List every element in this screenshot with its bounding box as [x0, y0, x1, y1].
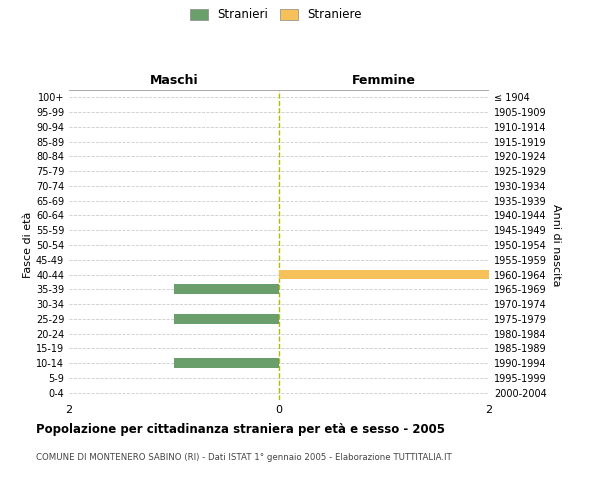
Y-axis label: Fasce di età: Fasce di età: [23, 212, 33, 278]
Bar: [279, 270, 489, 280]
Y-axis label: Anni di nascita: Anni di nascita: [551, 204, 560, 286]
Legend: Stranieri, Straniere: Stranieri, Straniere: [188, 6, 364, 24]
Text: Popolazione per cittadinanza straniera per età e sesso - 2005: Popolazione per cittadinanza straniera p…: [36, 422, 445, 436]
Bar: [174, 358, 279, 368]
Bar: [174, 284, 279, 294]
Bar: [174, 314, 279, 324]
Text: Femmine: Femmine: [352, 74, 416, 88]
Text: Maschi: Maschi: [149, 74, 199, 88]
Text: COMUNE DI MONTENERO SABINO (RI) - Dati ISTAT 1° gennaio 2005 - Elaborazione TUTT: COMUNE DI MONTENERO SABINO (RI) - Dati I…: [36, 452, 452, 462]
